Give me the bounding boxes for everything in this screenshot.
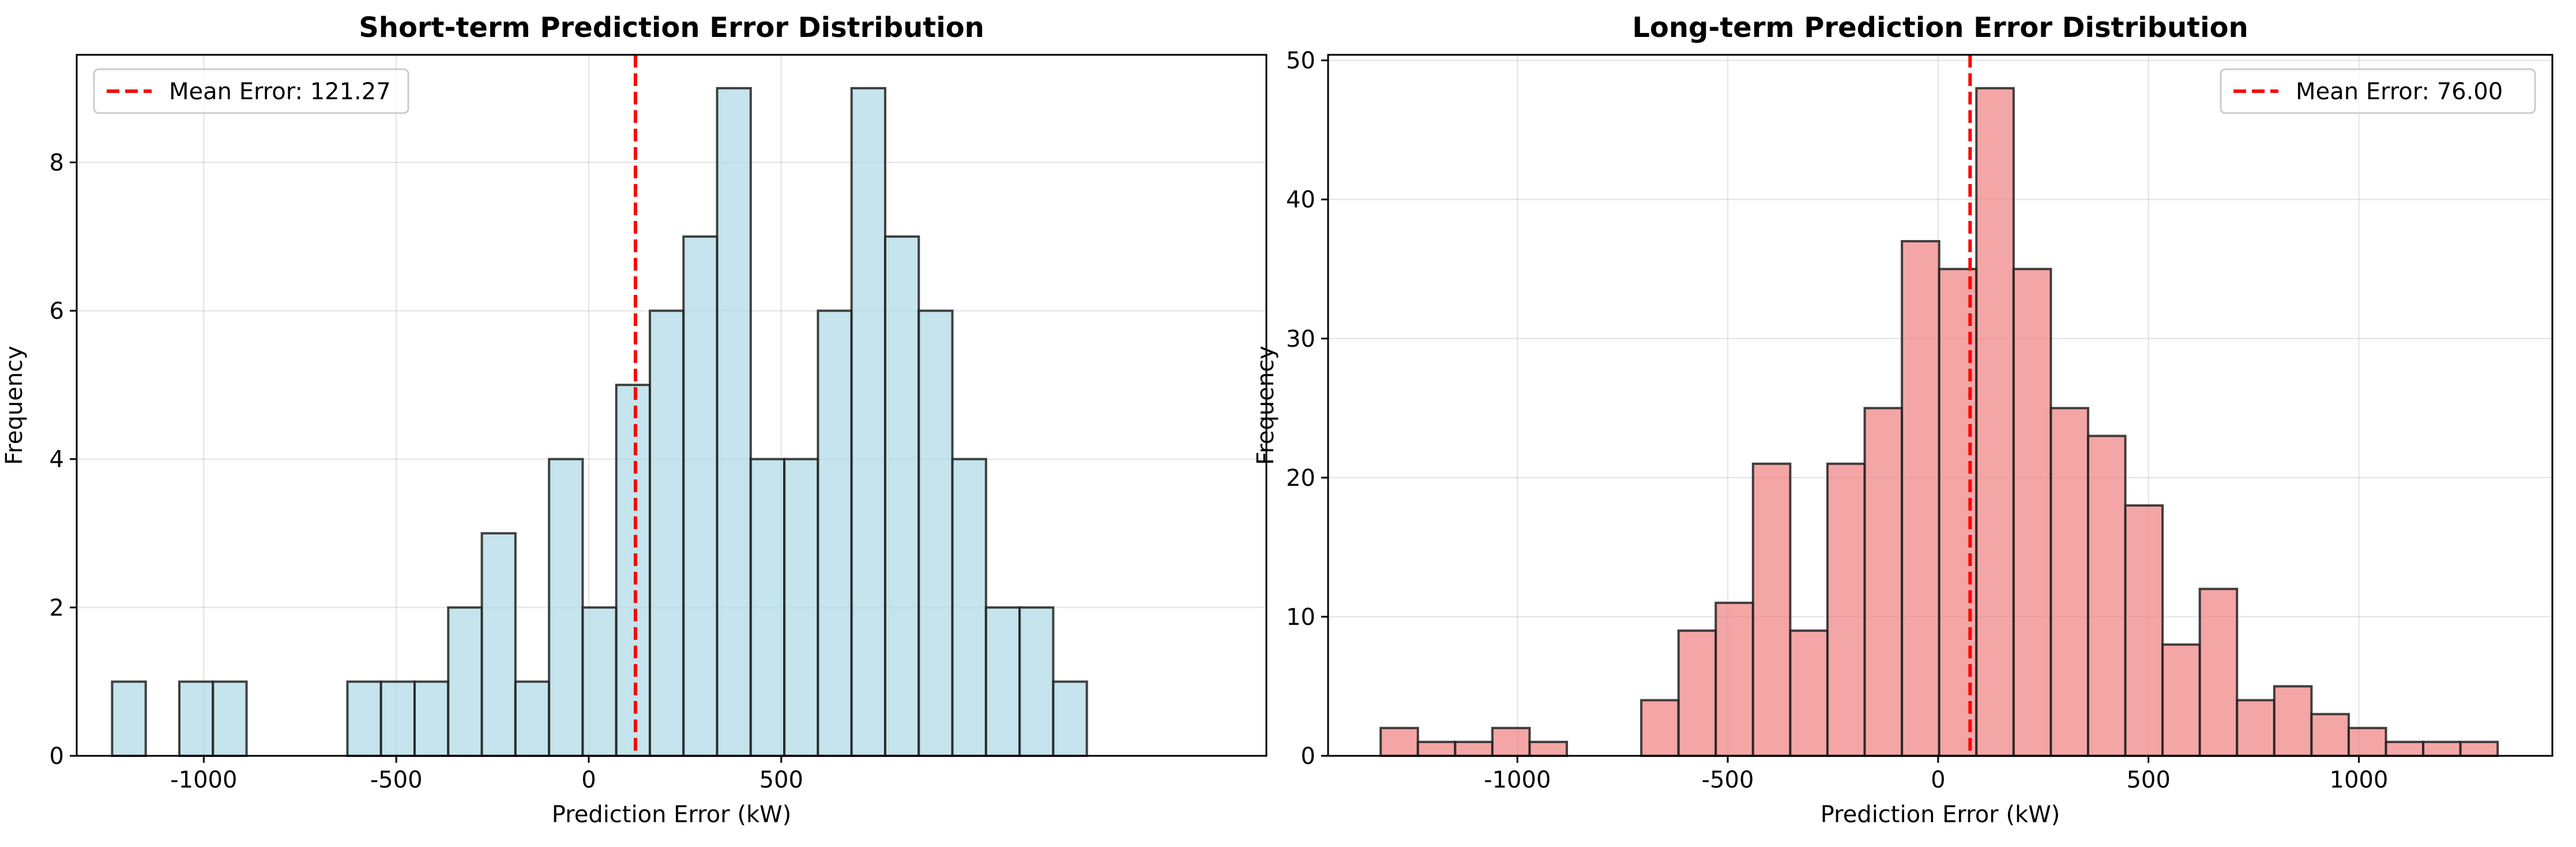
y-tick-label: 30 [1286, 326, 1315, 353]
y-tick-label: 8 [50, 149, 64, 176]
histogram-bar [1863, 407, 1904, 757]
histogram-bar [1714, 601, 1754, 757]
histogram-bar [2236, 699, 2276, 757]
histogram-bar [2422, 740, 2462, 757]
histogram-bar [648, 309, 685, 757]
histogram-bar [1052, 680, 1088, 758]
histogram-bar [2385, 740, 2425, 757]
y-tick-label: 20 [1286, 465, 1315, 492]
histogram-bar [1751, 462, 1792, 757]
histogram-bar [346, 680, 382, 758]
histogram-bar [548, 458, 584, 757]
histogram-bar [850, 87, 886, 757]
legend-box [2220, 68, 2536, 114]
histogram-bar [178, 680, 215, 758]
axes-frame [1327, 54, 2554, 757]
x-tick-label: 1000 [2330, 767, 2389, 793]
y-axis-label: Frequency [1253, 346, 1279, 465]
histogram-bar [817, 309, 853, 757]
x-tick-label: -500 [370, 767, 423, 793]
long-term-histogram-panel: -1000 -500 0 500 1000 0 10 20 30 40 50 Long-term Pr… [1253, 12, 2554, 828]
histogram-bar [111, 680, 147, 758]
chart-title: Long-term Prediction Error Distribution [1632, 12, 2248, 44]
histogram-bar [1789, 629, 1829, 758]
y-tick-label: 0 [1301, 743, 1315, 770]
y-tick-label: 10 [1286, 604, 1315, 631]
legend-box [93, 68, 409, 114]
chart-title: Short-term Prediction Error Distribution [359, 12, 984, 44]
histogram-bar [951, 458, 987, 757]
histogram-bar [2347, 726, 2387, 758]
y-tick-label: 0 [50, 743, 64, 770]
y-tick-label: 50 [1286, 48, 1315, 74]
x-axis-label: Prediction Error (kW) [1821, 801, 2060, 828]
histogram-bar [2161, 643, 2201, 757]
histogram-bar [984, 606, 1021, 758]
histogram-bar [2049, 407, 2089, 757]
histogram-bar [1528, 740, 1569, 757]
legend-label: Mean Error: 121.27 [169, 78, 391, 105]
y-tick-label: 4 [50, 447, 64, 473]
histogram-bar [514, 680, 551, 758]
y-axis-label: Frequency [1, 346, 28, 465]
histogram-bar [1416, 740, 1457, 757]
x-tick-label: -500 [1702, 767, 1754, 793]
histogram-bar [2012, 268, 2052, 757]
histogram-bar [716, 87, 752, 757]
histogram-bar [2124, 504, 2164, 757]
histogram-bar [749, 458, 786, 757]
histogram-bar [2273, 685, 2313, 757]
x-tick-label: 0 [1931, 767, 1945, 793]
x-tick-label: 0 [581, 767, 596, 793]
x-axis-label: Prediction Error (kW) [552, 801, 792, 828]
histogram-bar [581, 606, 618, 758]
histogram-bar [783, 458, 819, 757]
histogram-bar [1018, 606, 1055, 758]
x-tick-label: -1000 [170, 767, 237, 793]
histogram-bar [2198, 587, 2239, 757]
histogram-bar [1454, 740, 1494, 757]
histogram-bar [1491, 726, 1531, 758]
histogram-bar [1640, 699, 1680, 757]
histogram-bar [1901, 240, 1941, 757]
y-tick-label: 2 [50, 595, 64, 621]
x-tick-label: 500 [759, 767, 803, 793]
x-tick-label: 500 [2126, 767, 2170, 793]
histogram-bar [379, 680, 416, 758]
histogram-bar [917, 309, 954, 757]
histogram-bar [682, 235, 719, 757]
histogram-bar [2459, 740, 2499, 757]
axes-frame [76, 54, 1268, 757]
y-tick-label: 40 [1286, 187, 1315, 213]
histogram-bar [1677, 629, 1717, 758]
x-tick-label: -1000 [1484, 767, 1551, 793]
histogram-bar [1379, 726, 1419, 758]
histogram-bar [447, 606, 483, 758]
histogram-bar [212, 680, 248, 758]
short-term-histogram-panel: -1000 -500 0 500 0 2 4 6 8 Short-term Prediction … [1, 12, 1268, 828]
histogram-bar [2086, 434, 2127, 757]
histogram-bar [883, 235, 920, 757]
legend-label: Mean Error: 76.00 [2296, 78, 2503, 105]
histogram-bar [2310, 713, 2350, 758]
histogram-bar [413, 680, 450, 758]
histogram-bar [615, 384, 651, 757]
histogram-bar [1975, 87, 2015, 757]
histogram-bar [480, 532, 517, 757]
histogram-bar [1826, 462, 1866, 757]
y-tick-label: 6 [50, 298, 64, 325]
